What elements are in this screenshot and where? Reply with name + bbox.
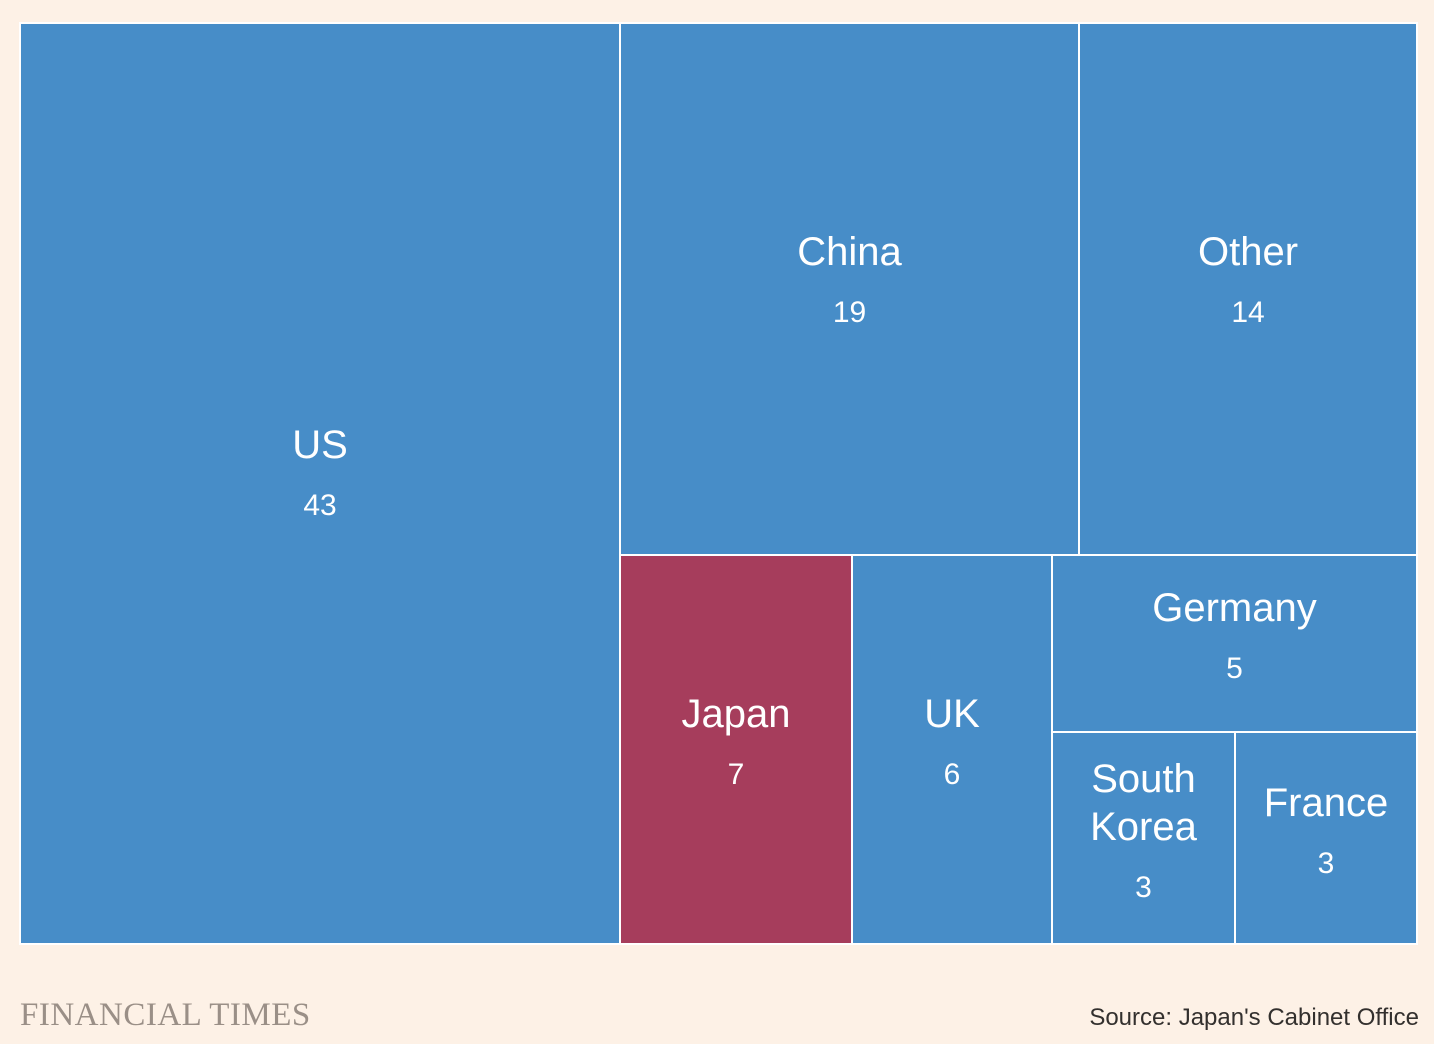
tile-value-japan: 7	[728, 758, 745, 791]
tile-label-germany: Germany	[1152, 586, 1317, 630]
tile-label-japan: Japan	[682, 692, 791, 736]
tile-value-us: 43	[303, 489, 336, 522]
tile-france: France 3	[1234, 731, 1418, 945]
tile-germany: Germany 5	[1051, 554, 1418, 733]
tile-label-china: China	[797, 230, 902, 274]
tile-label-us: US	[292, 423, 348, 467]
tile-rect-china	[619, 22, 1080, 556]
source-note: Source: Japan's Cabinet Office	[1089, 1004, 1419, 1031]
tile-rect-france	[1234, 731, 1418, 945]
tile-japan: Japan 7	[619, 554, 853, 945]
tile-value-other: 14	[1231, 296, 1264, 329]
tile-us: US 43	[19, 22, 621, 945]
tile-label-south-korea: South Korea	[1090, 757, 1197, 849]
tile-value-germany: 5	[1226, 652, 1243, 685]
tile-value-china: 19	[833, 296, 866, 329]
tile-south-korea: South Korea 3	[1051, 731, 1236, 945]
tile-other: Other 14	[1078, 22, 1418, 556]
tile-value-south-korea: 3	[1135, 871, 1152, 904]
tile-label-uk: UK	[924, 692, 980, 736]
tile-label-france: France	[1264, 781, 1389, 825]
tile-rect-germany	[1051, 554, 1418, 733]
tile-value-france: 3	[1318, 847, 1335, 880]
tile-rect-us	[19, 22, 621, 945]
treemap-chart: US 43 China 19 Other 14 Japan 7 UK 6 Germany 5 South…	[19, 22, 1418, 945]
tile-china: China 19	[619, 22, 1080, 556]
tile-uk: UK 6	[851, 554, 1053, 945]
tile-label-other: Other	[1198, 230, 1298, 274]
tile-rect-uk	[851, 554, 1053, 945]
tile-rect-japan	[619, 554, 853, 945]
tile-rect-south-korea	[1051, 731, 1236, 945]
tile-value-uk: 6	[944, 758, 961, 791]
tile-rect-other	[1078, 22, 1418, 556]
ft-logo: FINANCIAL TIMES	[20, 997, 311, 1033]
